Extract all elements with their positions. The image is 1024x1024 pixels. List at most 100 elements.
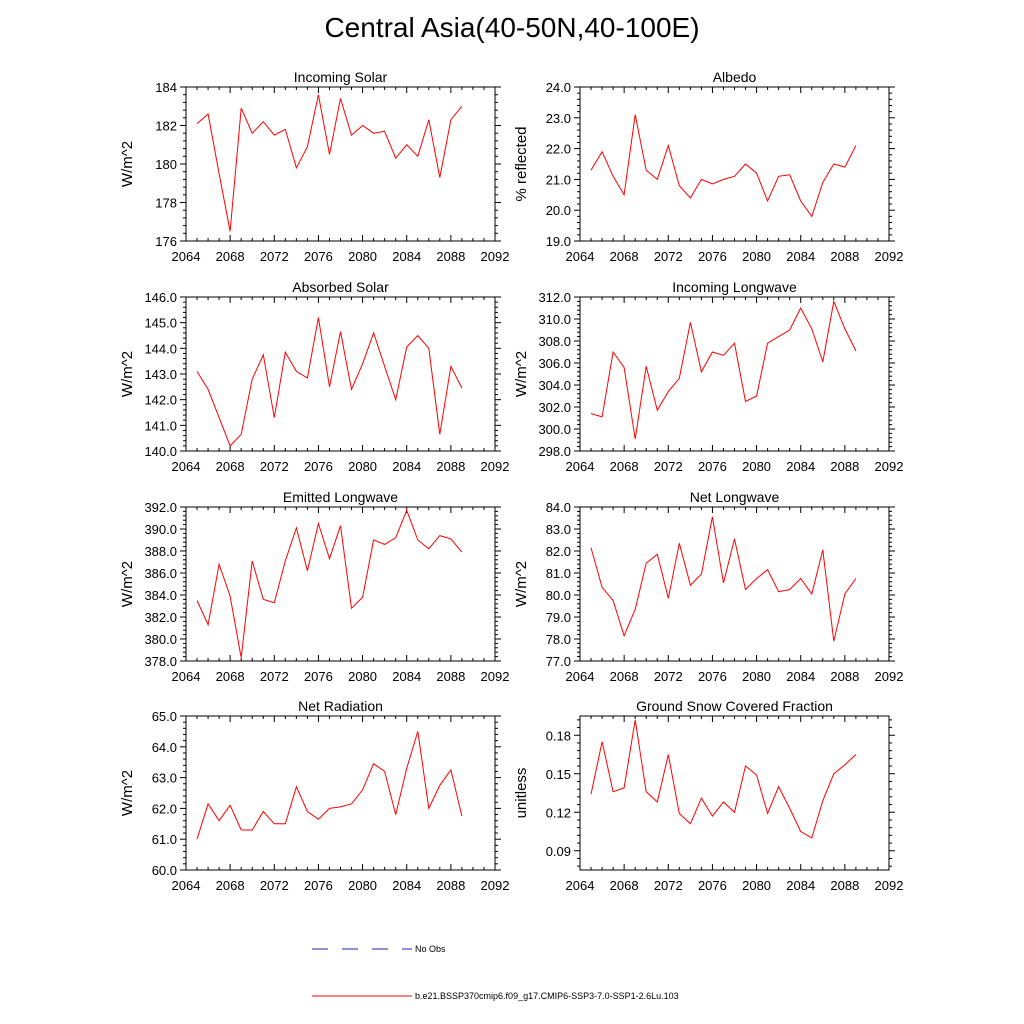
y-axis-label: W/m^2 (513, 351, 530, 397)
x-tick-label: 2080 (742, 249, 771, 264)
x-tick-label: 2076 (304, 459, 333, 474)
y-tick-label: 182 (155, 119, 177, 134)
y-axis-label: unitless (513, 768, 530, 819)
y-tick-label: 386.0 (144, 566, 177, 581)
y-tick-label: 304.0 (538, 378, 571, 393)
legend-model-label: b.e21.BSSP370cmip6.f09_g17.CMIP6-SSP3-7.… (415, 991, 679, 1001)
x-tick-label: 2088 (436, 878, 465, 893)
y-tick-label: 180 (155, 157, 177, 172)
y-tick-label: 83.0 (546, 522, 571, 537)
series-line (196, 731, 463, 840)
x-tick-label: 2072 (654, 878, 683, 893)
y-tick-label: 143.0 (144, 367, 177, 382)
series-line (196, 94, 463, 232)
plot-frame (579, 296, 890, 452)
x-tick-label: 2068 (216, 249, 245, 264)
chart-title: Net Longwave (690, 489, 780, 505)
x-tick-label: 2064 (566, 459, 595, 474)
chart-title: Net Radiation (298, 698, 383, 714)
x-tick-label: 2068 (216, 878, 245, 893)
y-tick-label: 178 (155, 196, 177, 211)
chart-title: Absorbed Solar (292, 279, 389, 295)
x-tick-label: 2072 (260, 878, 289, 893)
figure-title: Central Asia(40-50N,40-100E) (324, 12, 700, 43)
x-tick-label: 2076 (304, 878, 333, 893)
x-tick-label: 2088 (830, 249, 859, 264)
y-tick-label: 60.0 (152, 863, 177, 878)
chart-panel-6: Net Longwave W/m^2 2064 2068 2072 2076 2080 208… (513, 489, 903, 684)
x-tick-label: 2080 (742, 878, 771, 893)
y-tick-label: 184 (155, 80, 177, 95)
chart-panels: Incoming Solar W/m^2 2064 2068 2072 2076 2080 2… (119, 69, 903, 893)
x-tick-label: 2092 (875, 249, 904, 264)
y-tick-label: 64.0 (152, 740, 177, 755)
chart-panel-8: Ground Snow Covered Fraction unitless 2064… (513, 698, 903, 893)
y-tick-label: 146.0 (144, 290, 177, 305)
y-tick-label: 22.0 (546, 142, 571, 157)
chart-panel-7: Net Radiation W/m^2 2064 2068 2072 2076 2080 20… (119, 698, 509, 893)
chart-panel-4: Incoming Longwave W/m^2 2064 2068 2072 2076 20… (513, 279, 903, 474)
y-tick-label: 84.0 (546, 500, 571, 515)
y-tick-label: 0.15 (546, 767, 571, 782)
y-tick-label: 392.0 (144, 500, 177, 515)
x-tick-label: 2064 (566, 669, 595, 684)
y-tick-label: 384.0 (144, 588, 177, 603)
y-tick-label: 302.0 (538, 400, 571, 415)
x-tick-label: 2068 (216, 459, 245, 474)
legend: No Obs b.e21.BSSP370cmip6.f09_g17.CMIP6-… (312, 944, 679, 1001)
x-tick-label: 2084 (786, 878, 815, 893)
y-tick-label: 388.0 (144, 544, 177, 559)
x-tick-label: 2080 (348, 669, 377, 684)
x-tick-label: 2084 (786, 249, 815, 264)
x-tick-label: 2092 (481, 878, 510, 893)
y-axis-label: % reflected (513, 126, 530, 201)
y-tick-label: 298.0 (538, 444, 571, 459)
legend-obs-label: No Obs (415, 944, 446, 954)
x-tick-label: 2068 (610, 878, 639, 893)
y-tick-label: 21.0 (546, 172, 571, 187)
x-tick-label: 2080 (348, 878, 377, 893)
x-tick-label: 2076 (304, 669, 333, 684)
y-tick-label: 306.0 (538, 356, 571, 371)
x-tick-label: 2080 (348, 459, 377, 474)
y-tick-label: 145.0 (144, 316, 177, 331)
plot-frame (579, 715, 890, 871)
x-tick-label: 2072 (654, 249, 683, 264)
chart-panel-3: Absorbed Solar W/m^2 2064 2068 2072 2076 2080 2… (119, 279, 509, 474)
series-line (590, 719, 857, 839)
x-tick-label: 2092 (875, 669, 904, 684)
x-tick-label: 2068 (610, 459, 639, 474)
y-tick-label: 310.0 (538, 312, 571, 327)
y-tick-label: 81.0 (546, 566, 571, 581)
x-tick-label: 2088 (830, 669, 859, 684)
y-tick-label: 19.0 (546, 234, 571, 249)
chart-title: Albedo (713, 69, 757, 85)
x-tick-label: 2064 (172, 669, 201, 684)
x-tick-label: 2072 (260, 669, 289, 684)
y-tick-label: 382.0 (144, 610, 177, 625)
y-tick-label: 79.0 (546, 610, 571, 625)
x-tick-label: 2064 (566, 249, 595, 264)
x-tick-label: 2076 (698, 459, 727, 474)
x-tick-label: 2092 (481, 459, 510, 474)
x-tick-label: 2092 (481, 249, 510, 264)
x-tick-label: 2064 (172, 249, 201, 264)
x-tick-label: 2076 (698, 669, 727, 684)
plot-frame (185, 86, 496, 242)
x-tick-label: 2076 (698, 878, 727, 893)
plot-frame (185, 506, 496, 662)
plot-frame (185, 715, 496, 871)
y-tick-label: 141.0 (144, 418, 177, 433)
y-axis-label: W/m^2 (119, 561, 136, 607)
y-tick-label: 20.0 (546, 203, 571, 218)
x-tick-label: 2068 (610, 249, 639, 264)
plot-frame (579, 506, 890, 662)
series-line (590, 516, 857, 642)
x-tick-label: 2084 (392, 878, 421, 893)
y-tick-label: 63.0 (152, 771, 177, 786)
chart-panel-5: Emitted Longwave W/m^2 2064 2068 2072 2076 208… (119, 489, 509, 684)
x-tick-label: 2072 (654, 459, 683, 474)
y-tick-label: 78.0 (546, 632, 571, 647)
y-tick-label: 312.0 (538, 290, 571, 305)
